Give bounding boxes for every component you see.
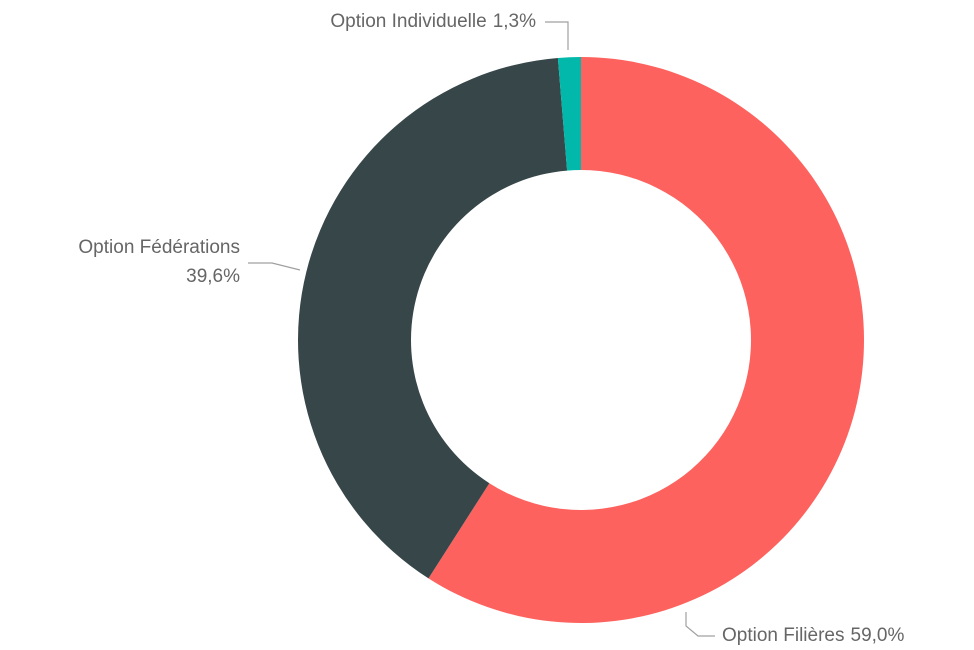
- slice-label-group: Option Individuelle 1,3%: [330, 11, 536, 32]
- donut-slice: [298, 57, 568, 579]
- leader-line: [248, 262, 301, 271]
- slice-label-group: Option Filières 59,0%: [722, 625, 904, 646]
- slice-value-label: 1,3%: [493, 11, 536, 32]
- donut-slice: [428, 57, 864, 623]
- leader-line: [685, 612, 715, 637]
- slice-value-label: 59,0%: [851, 625, 905, 646]
- slice-label: Option Filières: [722, 625, 845, 646]
- slice-value-label: 39,6%: [186, 266, 240, 287]
- slice-label: Option Fédérations: [78, 237, 240, 258]
- leader-line: [545, 21, 569, 50]
- slice-label: Option Individuelle: [330, 11, 486, 32]
- donut-slice: [557, 57, 581, 171]
